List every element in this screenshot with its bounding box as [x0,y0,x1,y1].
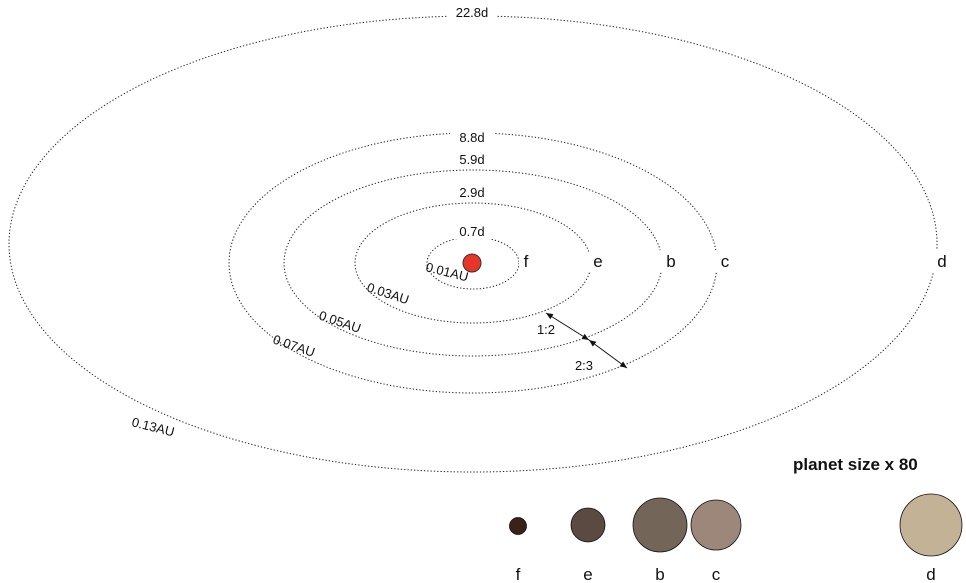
resonance-label-1-2: 1:2 [537,322,555,337]
period-label-d: 22.8d [456,5,489,20]
orbit-name-b: b [666,252,675,271]
legend-label-c: c [712,565,721,583]
distance-label-b: 0.05AU [317,308,363,336]
legend-title: planet size x 80 [793,455,918,474]
legend-label-e: e [583,565,592,583]
distance-label-e: 0.03AU [365,280,411,308]
legend-label-d: d [926,565,935,583]
legend-planet-b [632,497,688,553]
legend-label-b: b [655,565,664,583]
legend-planet-d [899,493,963,557]
star [462,253,482,273]
legend-planet-e [570,507,606,543]
orbit-name-d: d [937,252,946,271]
period-label-b: 5.9d [459,152,484,167]
resonance-arrow-2-3 [588,339,628,369]
period-label-f: 0.7d [459,224,484,239]
orbit-d [8,15,938,473]
legend-label-f: f [516,565,521,583]
legend-planet-f [509,517,527,535]
orbit-name-e: e [593,252,602,271]
period-label-c: 8.8d [459,130,484,145]
distance-label-c: 0.07AU [271,332,317,360]
period-label-e: 2.9d [459,185,484,200]
orbit-name-c: c [721,252,730,271]
orbit-name-f: f [524,252,529,271]
resonance-arrow-1-2 [545,312,590,341]
legend-planet-c [690,499,742,551]
resonance-label-2-3: 2:3 [575,358,593,373]
distance-label-d: 0.13AU [130,414,176,439]
